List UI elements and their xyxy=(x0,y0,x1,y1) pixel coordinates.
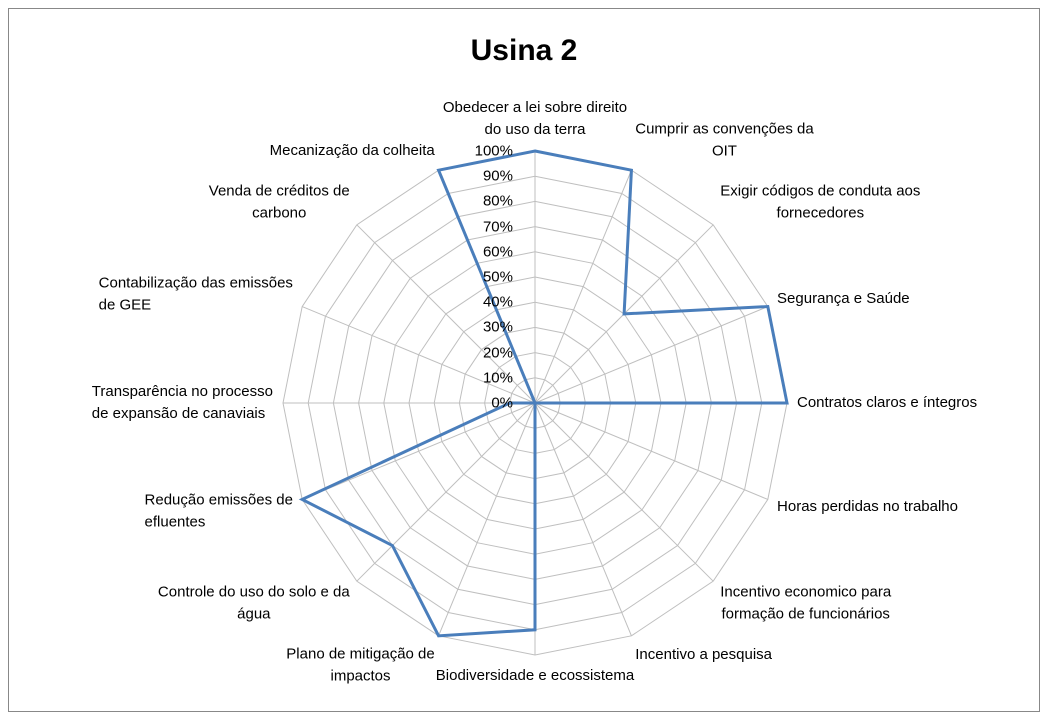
category-label: Obedecer a lei sobre direito do uso da t… xyxy=(442,99,628,138)
category-label: Mecanização da colheita xyxy=(269,141,435,159)
category-label: Horas perdidas no trabalho xyxy=(777,498,958,516)
y-tick-label: 50% xyxy=(482,268,513,286)
category-label: Exigir códigos de conduta aos fornecedor… xyxy=(720,182,921,222)
y-tick-label: 20% xyxy=(482,344,513,362)
category-label: Controle do uso do solo e da água xyxy=(157,583,350,623)
spoke xyxy=(534,306,769,404)
spoke xyxy=(356,224,536,404)
spoke xyxy=(534,402,769,500)
category-label: Plano de mitigação de impactos xyxy=(286,645,435,685)
spoke xyxy=(534,169,632,404)
spoke xyxy=(534,402,632,637)
category-label: Incentivo economico para formação de fun… xyxy=(720,583,892,623)
y-tick-label: 0% xyxy=(491,394,513,412)
y-tick-label: 80% xyxy=(482,192,513,210)
chart-frame xyxy=(8,8,1040,712)
category-label: Cumprir as convenções da OIT xyxy=(635,120,814,160)
spoke xyxy=(301,402,536,500)
spoke xyxy=(438,402,536,637)
category-label: Incentivo a pesquisa xyxy=(635,646,773,664)
y-tick-label: 40% xyxy=(482,293,513,311)
y-tick-label: 30% xyxy=(482,318,513,336)
series-line xyxy=(298,149,789,638)
category-label: Segurança e Saúde xyxy=(777,289,910,307)
y-tick-label: 100% xyxy=(474,142,513,160)
y-tick-label: 10% xyxy=(482,369,513,387)
category-label: Venda de créditos de carbono xyxy=(208,182,350,222)
y-tick-label: 70% xyxy=(482,218,513,236)
spoke xyxy=(356,402,536,582)
category-label: Contabilização das emissões de GEE xyxy=(98,274,293,314)
y-tick-label: 90% xyxy=(482,167,513,185)
category-label: Contratos claros e íntegros xyxy=(797,394,978,411)
category-label: Transparência no processo de expansão de… xyxy=(91,383,273,422)
spoke xyxy=(534,402,714,582)
chart-title: Usina 2 xyxy=(470,34,578,67)
y-tick-label: 60% xyxy=(482,243,513,261)
category-label: Biodiversidade e ecossistema xyxy=(435,667,635,684)
spoke xyxy=(301,306,536,404)
category-label: Redução emissões de efluentes xyxy=(144,491,293,531)
